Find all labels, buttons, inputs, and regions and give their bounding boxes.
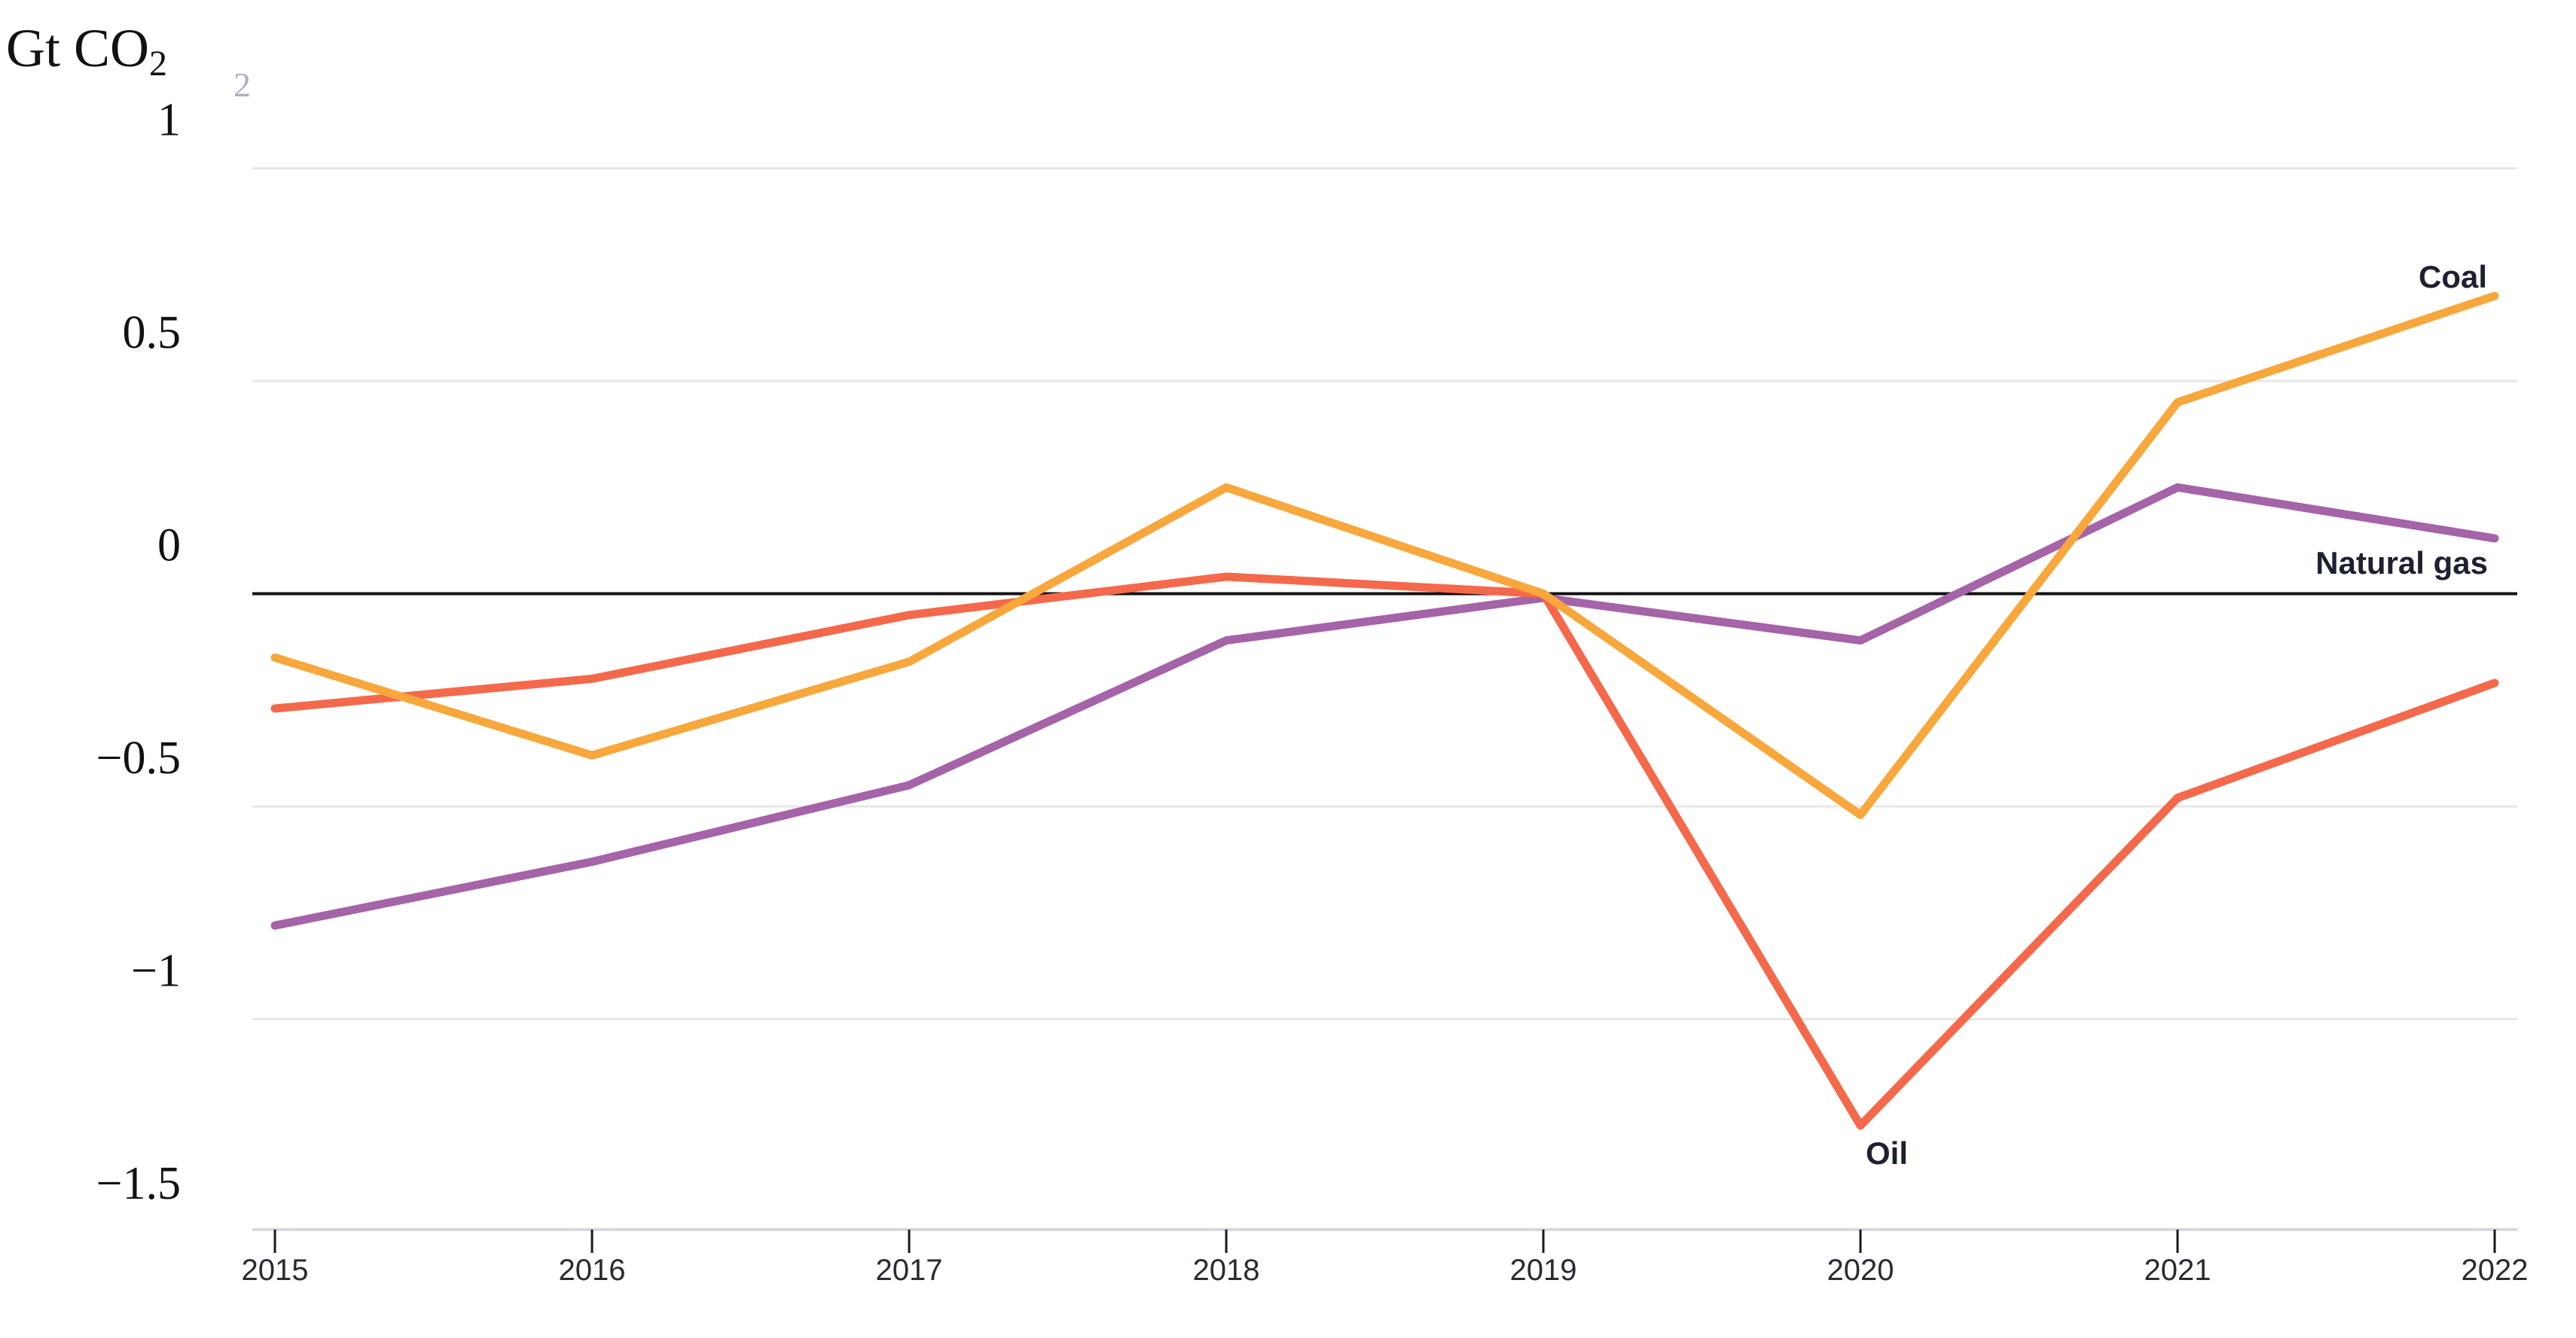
x-tick-label: 2019: [1510, 1254, 1577, 1287]
series-label-natural-gas: Natural gas: [2315, 545, 2488, 581]
x-tick-label: 2016: [559, 1254, 626, 1287]
x-tick-label: 2017: [876, 1254, 943, 1287]
natural-gas-line: [270, 483, 2499, 930]
series-label-oil: Oil: [1866, 1135, 1908, 1171]
x-tick-label: 2022: [2462, 1254, 2529, 1287]
coal-line: [270, 291, 2499, 819]
oil-line: [270, 572, 2499, 1130]
y-tick-label: −0.5: [96, 733, 181, 784]
x-tick-label: 2018: [1193, 1254, 1260, 1287]
y-tick-label: −1.5: [96, 1158, 181, 1209]
y-axis-unit-label: Gt CO2: [6, 18, 167, 84]
x-tick-label: 2015: [242, 1254, 309, 1287]
series-label-coal: Coal: [2419, 259, 2487, 294]
x-tick-label: 2020: [1827, 1254, 1894, 1287]
y-tick-label: 1: [157, 95, 181, 146]
y-tick-label: 0.5: [123, 307, 182, 358]
y-tick-label: −1: [131, 946, 181, 997]
x-tick-label: 2021: [2144, 1254, 2211, 1287]
stray-superscript-2: 2: [233, 66, 251, 104]
y-tick-label: 0: [157, 520, 181, 571]
